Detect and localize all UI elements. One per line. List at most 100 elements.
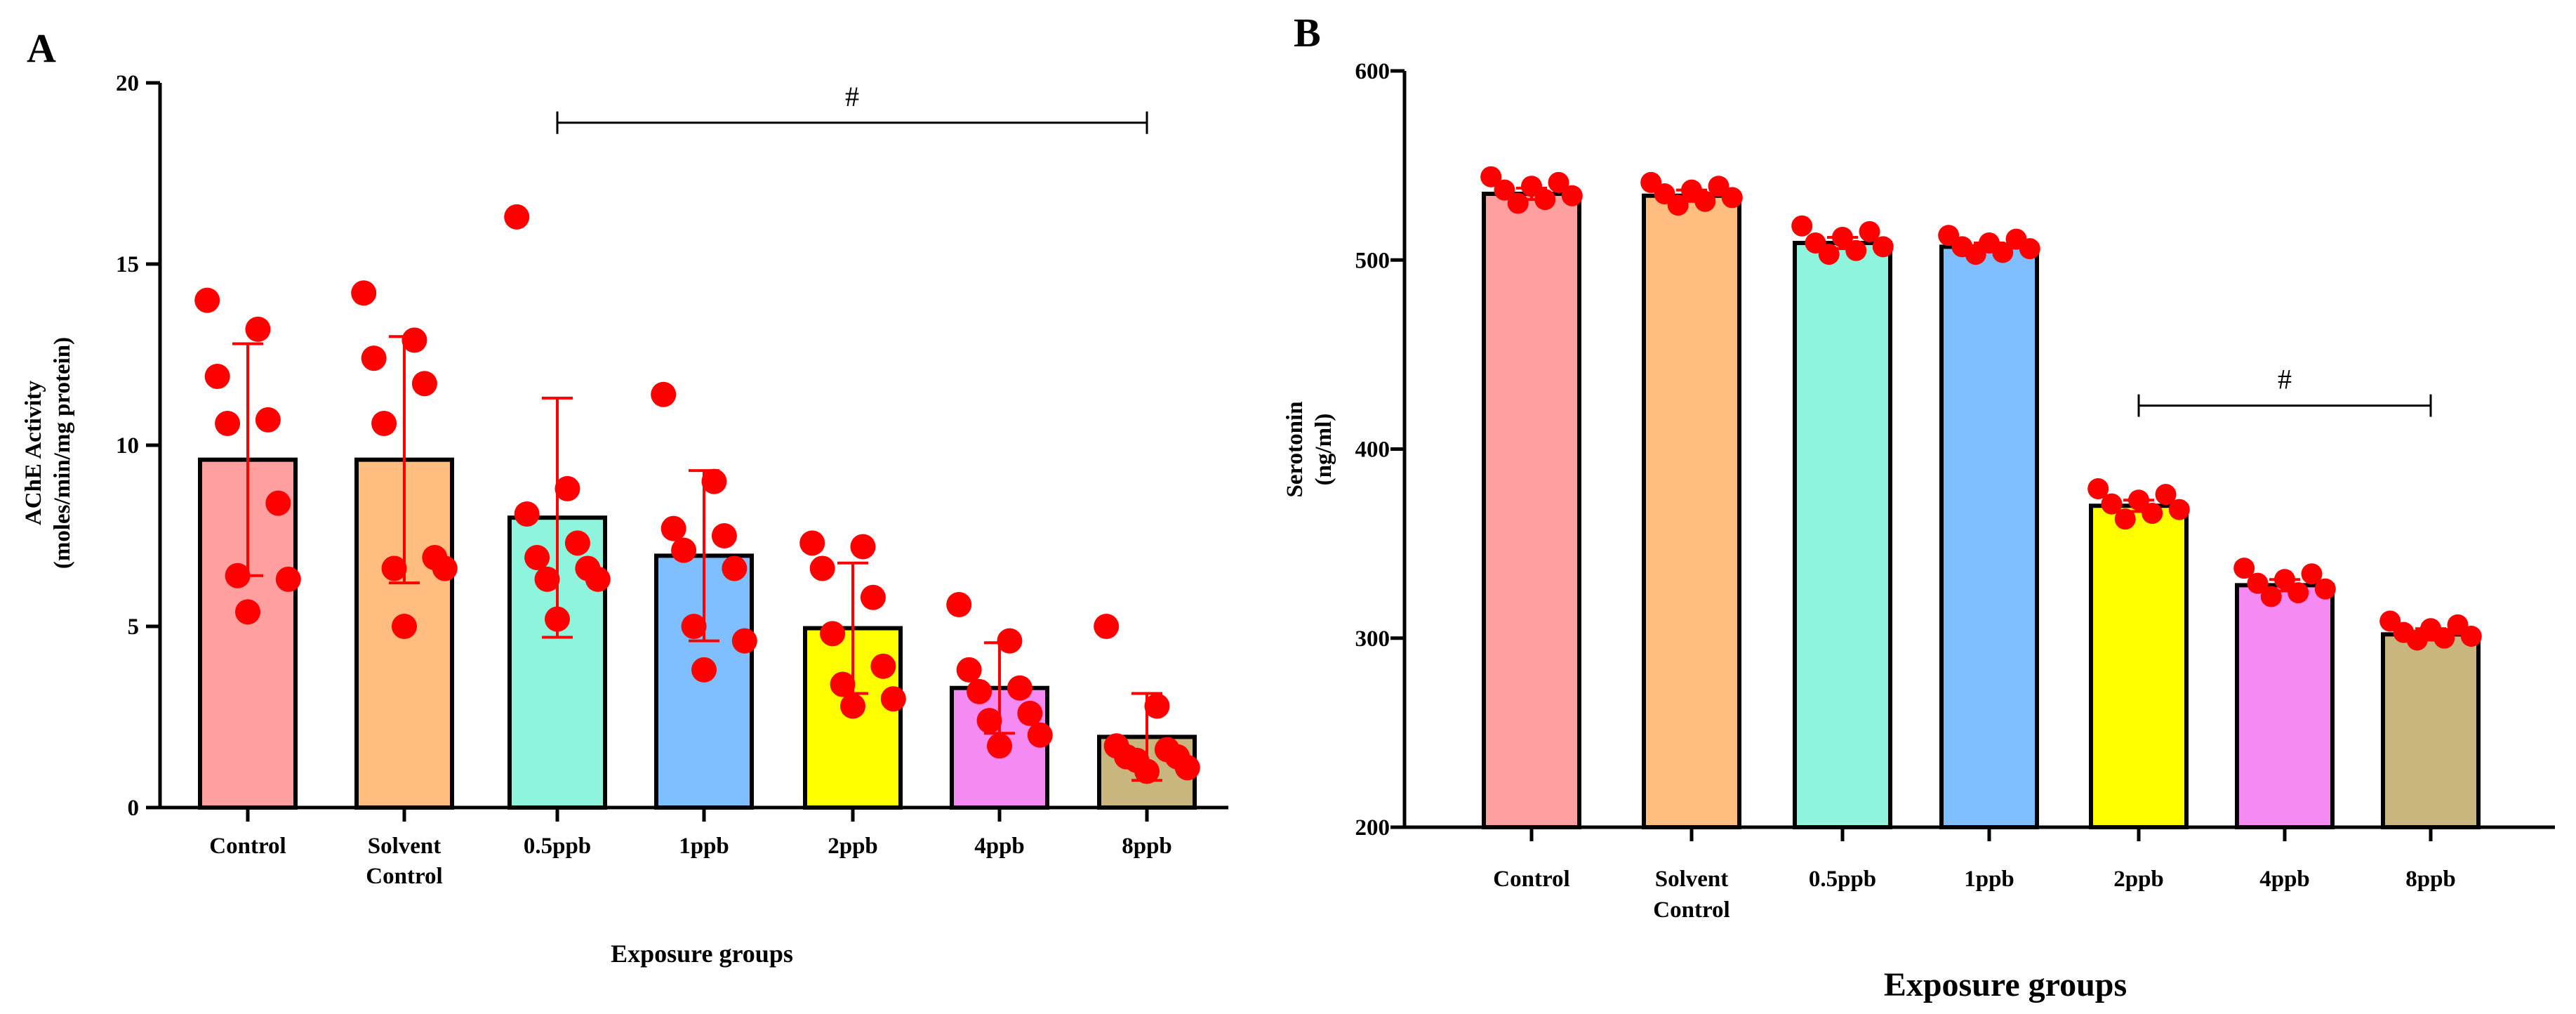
panel-a-data-point [711, 523, 737, 548]
panel-a-data-point [809, 555, 835, 581]
panel-b-data-point [1534, 189, 1556, 211]
panel-a-data-point [401, 327, 427, 353]
panel-a-data-point [351, 280, 377, 306]
panel-a-category-label: Solvent [368, 834, 441, 859]
panel-b-data-point [2434, 627, 2455, 649]
panel-a-category-label: 8ppb [1122, 834, 1172, 859]
panel-a-y-axis-title-line2: (moles/min/mg protein) [50, 337, 75, 569]
panel-a-data-point [691, 657, 717, 683]
panel-a-data-point [194, 287, 220, 313]
panel-b-data-point [1859, 220, 1880, 242]
panel-a-data-point [671, 537, 697, 563]
panel-b-bar [1939, 244, 2039, 829]
panel-b-data-point [2314, 578, 2336, 600]
panel-b-category-label: Control [1493, 867, 1569, 892]
panel-b-category-label: 2ppb [2113, 867, 2164, 892]
panel-b-y-tick-label: 200 [1355, 815, 1390, 841]
panel-a-label: A [27, 25, 56, 71]
panel-b-data-point [2101, 493, 2123, 515]
panel-a-category-label: 1ppb [679, 834, 729, 859]
panel-b-data-point [2260, 586, 2282, 607]
panel-b-data-point [1507, 192, 1529, 214]
panel-b-data-point [2114, 508, 2136, 530]
panel-b-data-point [2301, 563, 2323, 585]
panel-b-x-axis-title: Exposure groups [1884, 966, 2127, 1003]
panel-a-y-axis-title-line1: AChE Activity [21, 380, 46, 525]
panel-b-category-label: 1ppb [1964, 867, 2014, 892]
panel-b-data-point [2288, 582, 2309, 604]
panel-a-data-point [850, 534, 876, 560]
panel-a-data-point [215, 411, 241, 437]
panel-a-data-point [651, 381, 677, 407]
panel-b-data-point [2274, 569, 2295, 591]
panel-a-category-label: 0.5ppb [524, 834, 591, 859]
panel-a-data-point [722, 555, 748, 581]
panel-a-data-point [1144, 693, 1170, 719]
panel-a-data-point [381, 555, 407, 581]
panel-a-data-point [361, 345, 387, 371]
panel-a-data-point [820, 621, 846, 647]
panel-a-data-point [987, 733, 1012, 759]
panel-a-data-point [514, 501, 540, 527]
panel-b-data-point [1561, 185, 1583, 206]
panel-a-data-point [1174, 755, 1200, 781]
panel-a-data-point [701, 468, 727, 494]
panel-b-label: B [1294, 10, 1321, 55]
panel-a-data-point [255, 407, 281, 433]
panel-a-data-point [956, 657, 982, 683]
panel-a-data-point [830, 671, 856, 697]
panel-b-data-point [1667, 195, 1689, 216]
panel-b-data-point [2155, 484, 2177, 506]
panel-b-bar [2235, 583, 2335, 829]
panel-b-data-point [1480, 166, 1502, 187]
panel-a-y-tick-label: 5 [128, 614, 140, 640]
panel-a-data-point [997, 628, 1023, 654]
panel-a-data-point [870, 653, 896, 679]
panel-a-category-label: 4ppb [974, 834, 1025, 859]
panel-a-y-tick-label: 20 [116, 71, 139, 96]
panel-b-data-point [1694, 190, 1716, 212]
panel-b-data-point [1992, 242, 2014, 263]
panel-a-x-axis-title: Exposure groups [611, 940, 793, 968]
panel-a-data-point [371, 411, 397, 437]
panel-a-data-point [1094, 614, 1120, 639]
panel-b-data-point [1832, 226, 1853, 248]
panel-b-data-point [2019, 238, 2040, 260]
panel-b-y-tick-label: 500 [1355, 248, 1390, 273]
panel-b-y-axis-title-line2: (ng/ml) [1311, 414, 1336, 486]
panel-a-data-point [799, 530, 825, 556]
panel-a-data-point [946, 592, 972, 618]
panel-b-data-point [2406, 629, 2428, 651]
panel-b-bar [1482, 192, 1581, 829]
panel-b-bar [2381, 632, 2481, 829]
panel-a-data-point [1007, 675, 1033, 701]
panel-b-chart: B Serotonin (ng/ml) Exposure groups 200 3… [1282, 10, 2555, 1003]
panel-a-chart: A AChE Activity (moles/min/mg protein) E… [21, 25, 1228, 968]
panel-a-data-point [225, 562, 251, 588]
panel-b-y-axis-title-line1: Serotonin [1282, 402, 1308, 498]
panel-b-data-point [1965, 244, 1986, 265]
panel-a-category-label-line2: Control [366, 864, 442, 889]
panel-b-data-point [2142, 503, 2163, 525]
panel-b-data-point [2128, 489, 2149, 511]
panel-a-data-point [681, 614, 707, 639]
panel-a-category-label: Control [209, 834, 286, 859]
panel-b-data-point [2460, 626, 2482, 647]
panel-a-data-point [545, 606, 570, 632]
panel-b-category-label: Solvent [1655, 867, 1729, 892]
panel-a-data-point [245, 316, 271, 342]
panel-a-data-point [235, 599, 260, 625]
panel-a-data-point [504, 204, 530, 230]
panel-b-data-point [2247, 572, 2269, 594]
panel-a-significance-label: # [845, 81, 859, 112]
panel-b-data-point [1791, 215, 1813, 237]
panel-a-data-point [585, 566, 611, 592]
panel-a-data-point [1017, 700, 1043, 726]
panel-a-data-point [660, 515, 686, 541]
panel-b-data-point [1721, 187, 1743, 209]
panel-a-data-point [1027, 722, 1053, 748]
panel-a-data-point [275, 566, 301, 592]
panel-b-data-point [1845, 239, 1867, 261]
panel-b-category-label-line2: Control [1653, 897, 1729, 923]
